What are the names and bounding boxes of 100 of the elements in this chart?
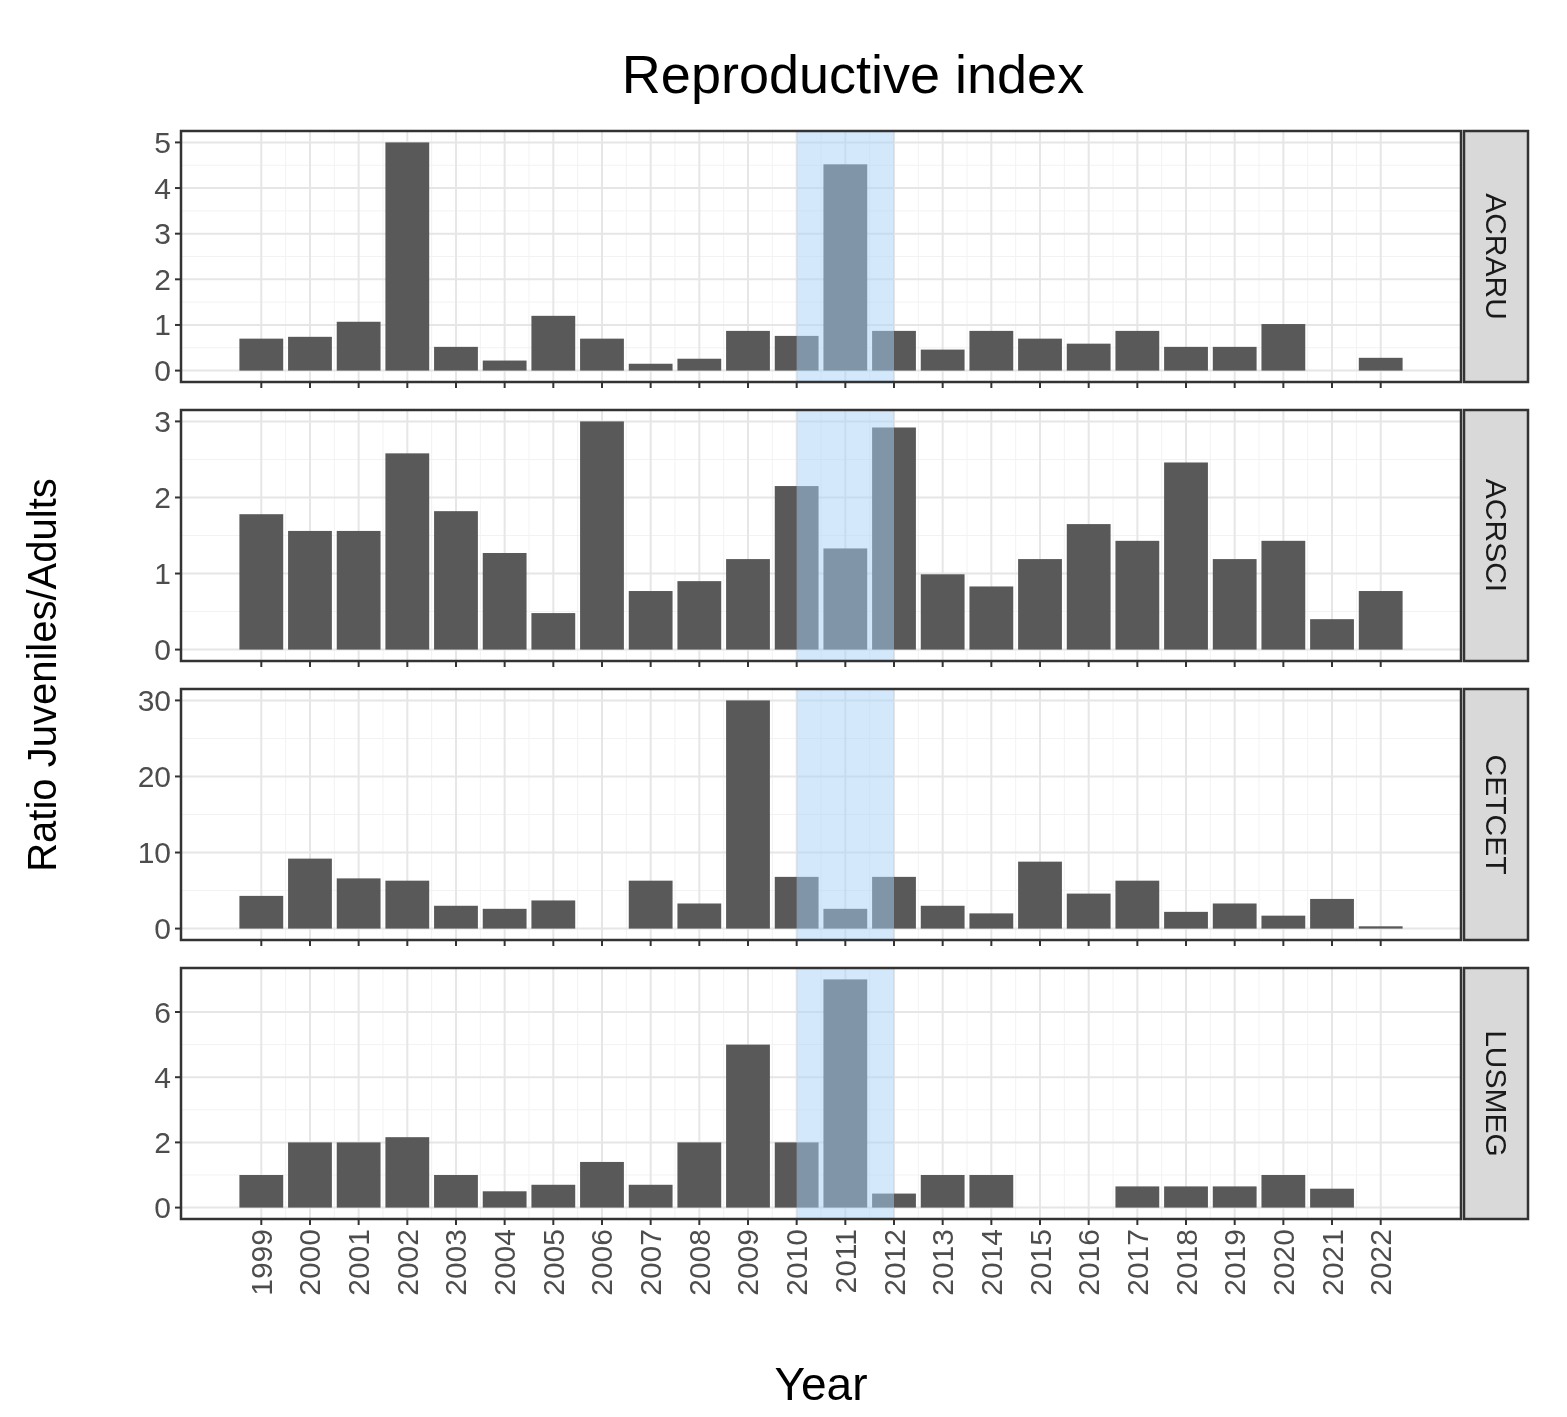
bar: [872, 876, 916, 929]
y-tick-label: 4: [154, 1060, 171, 1094]
bar: [434, 511, 478, 650]
y-tick-label: 0: [154, 1191, 171, 1225]
x-tick-label: 2003: [439, 1229, 473, 1296]
bar: [628, 880, 673, 929]
bar: [531, 900, 576, 929]
bar: [385, 142, 430, 371]
x-tick-label: 2018: [1169, 1229, 1203, 1296]
bar: [531, 1184, 576, 1208]
bar: [774, 486, 819, 650]
bar: [1261, 324, 1306, 371]
y-tick-label: 2: [154, 1125, 171, 1159]
bar: [288, 336, 332, 371]
bar: [872, 330, 916, 371]
x-tick-label: 2020: [1266, 1229, 1300, 1296]
y-tick-label: 6: [154, 995, 171, 1029]
bar: [726, 700, 770, 929]
bar: [385, 880, 430, 929]
bar: [969, 586, 1014, 650]
bar: [628, 363, 673, 371]
bar: [482, 1191, 527, 1208]
x-tick-label: 2004: [488, 1229, 522, 1296]
bar: [726, 1044, 770, 1208]
bar: [1261, 540, 1306, 650]
bar: [1310, 619, 1354, 650]
x-axis-title: Year: [774, 1358, 868, 1410]
bar: [920, 905, 965, 929]
y-tick-label: 20: [137, 759, 171, 793]
x-tick-label: 2016: [1072, 1229, 1106, 1296]
x-tick-label: 2022: [1364, 1229, 1398, 1296]
bar: [580, 1161, 624, 1208]
bar: [1115, 540, 1160, 650]
y-tick-label: 1: [154, 308, 171, 342]
bar: [1066, 343, 1111, 371]
bar: [823, 908, 868, 929]
x-tick-label: 2013: [926, 1229, 960, 1296]
x-tick-label: 2015: [1023, 1229, 1057, 1296]
y2-axis-title: ACRARU: [1479, 193, 1513, 320]
bar: [239, 895, 284, 929]
bar: [336, 878, 381, 929]
bar: [482, 908, 527, 929]
bar: [774, 1142, 819, 1208]
bar: [1164, 462, 1208, 650]
bar: [677, 1142, 722, 1208]
x-tick-label: 2012: [877, 1229, 911, 1296]
bar: [336, 530, 381, 650]
bar: [239, 514, 284, 650]
y2-axis-title: CETCET: [1479, 754, 1513, 875]
bar: [726, 330, 770, 371]
bar: [434, 346, 478, 371]
bar: [385, 453, 430, 650]
bar: [920, 1174, 965, 1208]
x-tick-label: 2008: [682, 1229, 716, 1296]
bar: [628, 1184, 673, 1208]
x-tick-label: 2021: [1315, 1229, 1349, 1296]
x-tick-label: 2005: [536, 1229, 570, 1296]
bar: [239, 338, 284, 371]
bar: [969, 1174, 1014, 1208]
bar: [1261, 915, 1306, 929]
bar: [482, 360, 527, 371]
bar: [1212, 903, 1257, 929]
bar: [920, 349, 965, 371]
bar: [482, 552, 527, 650]
y-tick-label: 2: [154, 480, 171, 514]
bar: [580, 338, 624, 371]
x-tick-label: 2006: [585, 1229, 619, 1296]
bar: [580, 421, 624, 650]
bar: [531, 315, 576, 371]
bar: [1164, 1186, 1208, 1208]
x-tick-label: 2009: [731, 1229, 765, 1296]
bar: [774, 876, 819, 929]
bar: [1358, 926, 1403, 929]
x-tick-label: 2014: [974, 1229, 1008, 1296]
bar: [823, 548, 868, 650]
bar: [1310, 898, 1354, 929]
y-tick-label: 2: [154, 262, 171, 296]
x-tick-label: 2000: [293, 1229, 327, 1296]
bar: [1018, 338, 1062, 371]
y-tick-label: 1: [154, 557, 171, 591]
y-tick-label: 10: [137, 836, 171, 870]
y-tick-label: 5: [154, 125, 171, 159]
y-tick-label: 0: [154, 912, 171, 946]
bar: [969, 330, 1014, 371]
y-tick-label: 4: [154, 171, 171, 205]
x-tick-label: 2011: [828, 1229, 862, 1294]
bar: [1115, 1186, 1160, 1208]
bar: [239, 1174, 284, 1208]
y-tick-label: 3: [154, 217, 171, 251]
bar: [288, 1142, 332, 1208]
bar: [288, 858, 332, 929]
bar: [1018, 559, 1062, 650]
bar: [1358, 357, 1403, 371]
bar: [336, 1142, 381, 1208]
bar: [288, 530, 332, 650]
bar: [385, 1137, 430, 1208]
bar: [1066, 524, 1111, 650]
x-tick-label: 2019: [1218, 1229, 1252, 1296]
bar: [336, 321, 381, 371]
bar: [1212, 346, 1257, 371]
